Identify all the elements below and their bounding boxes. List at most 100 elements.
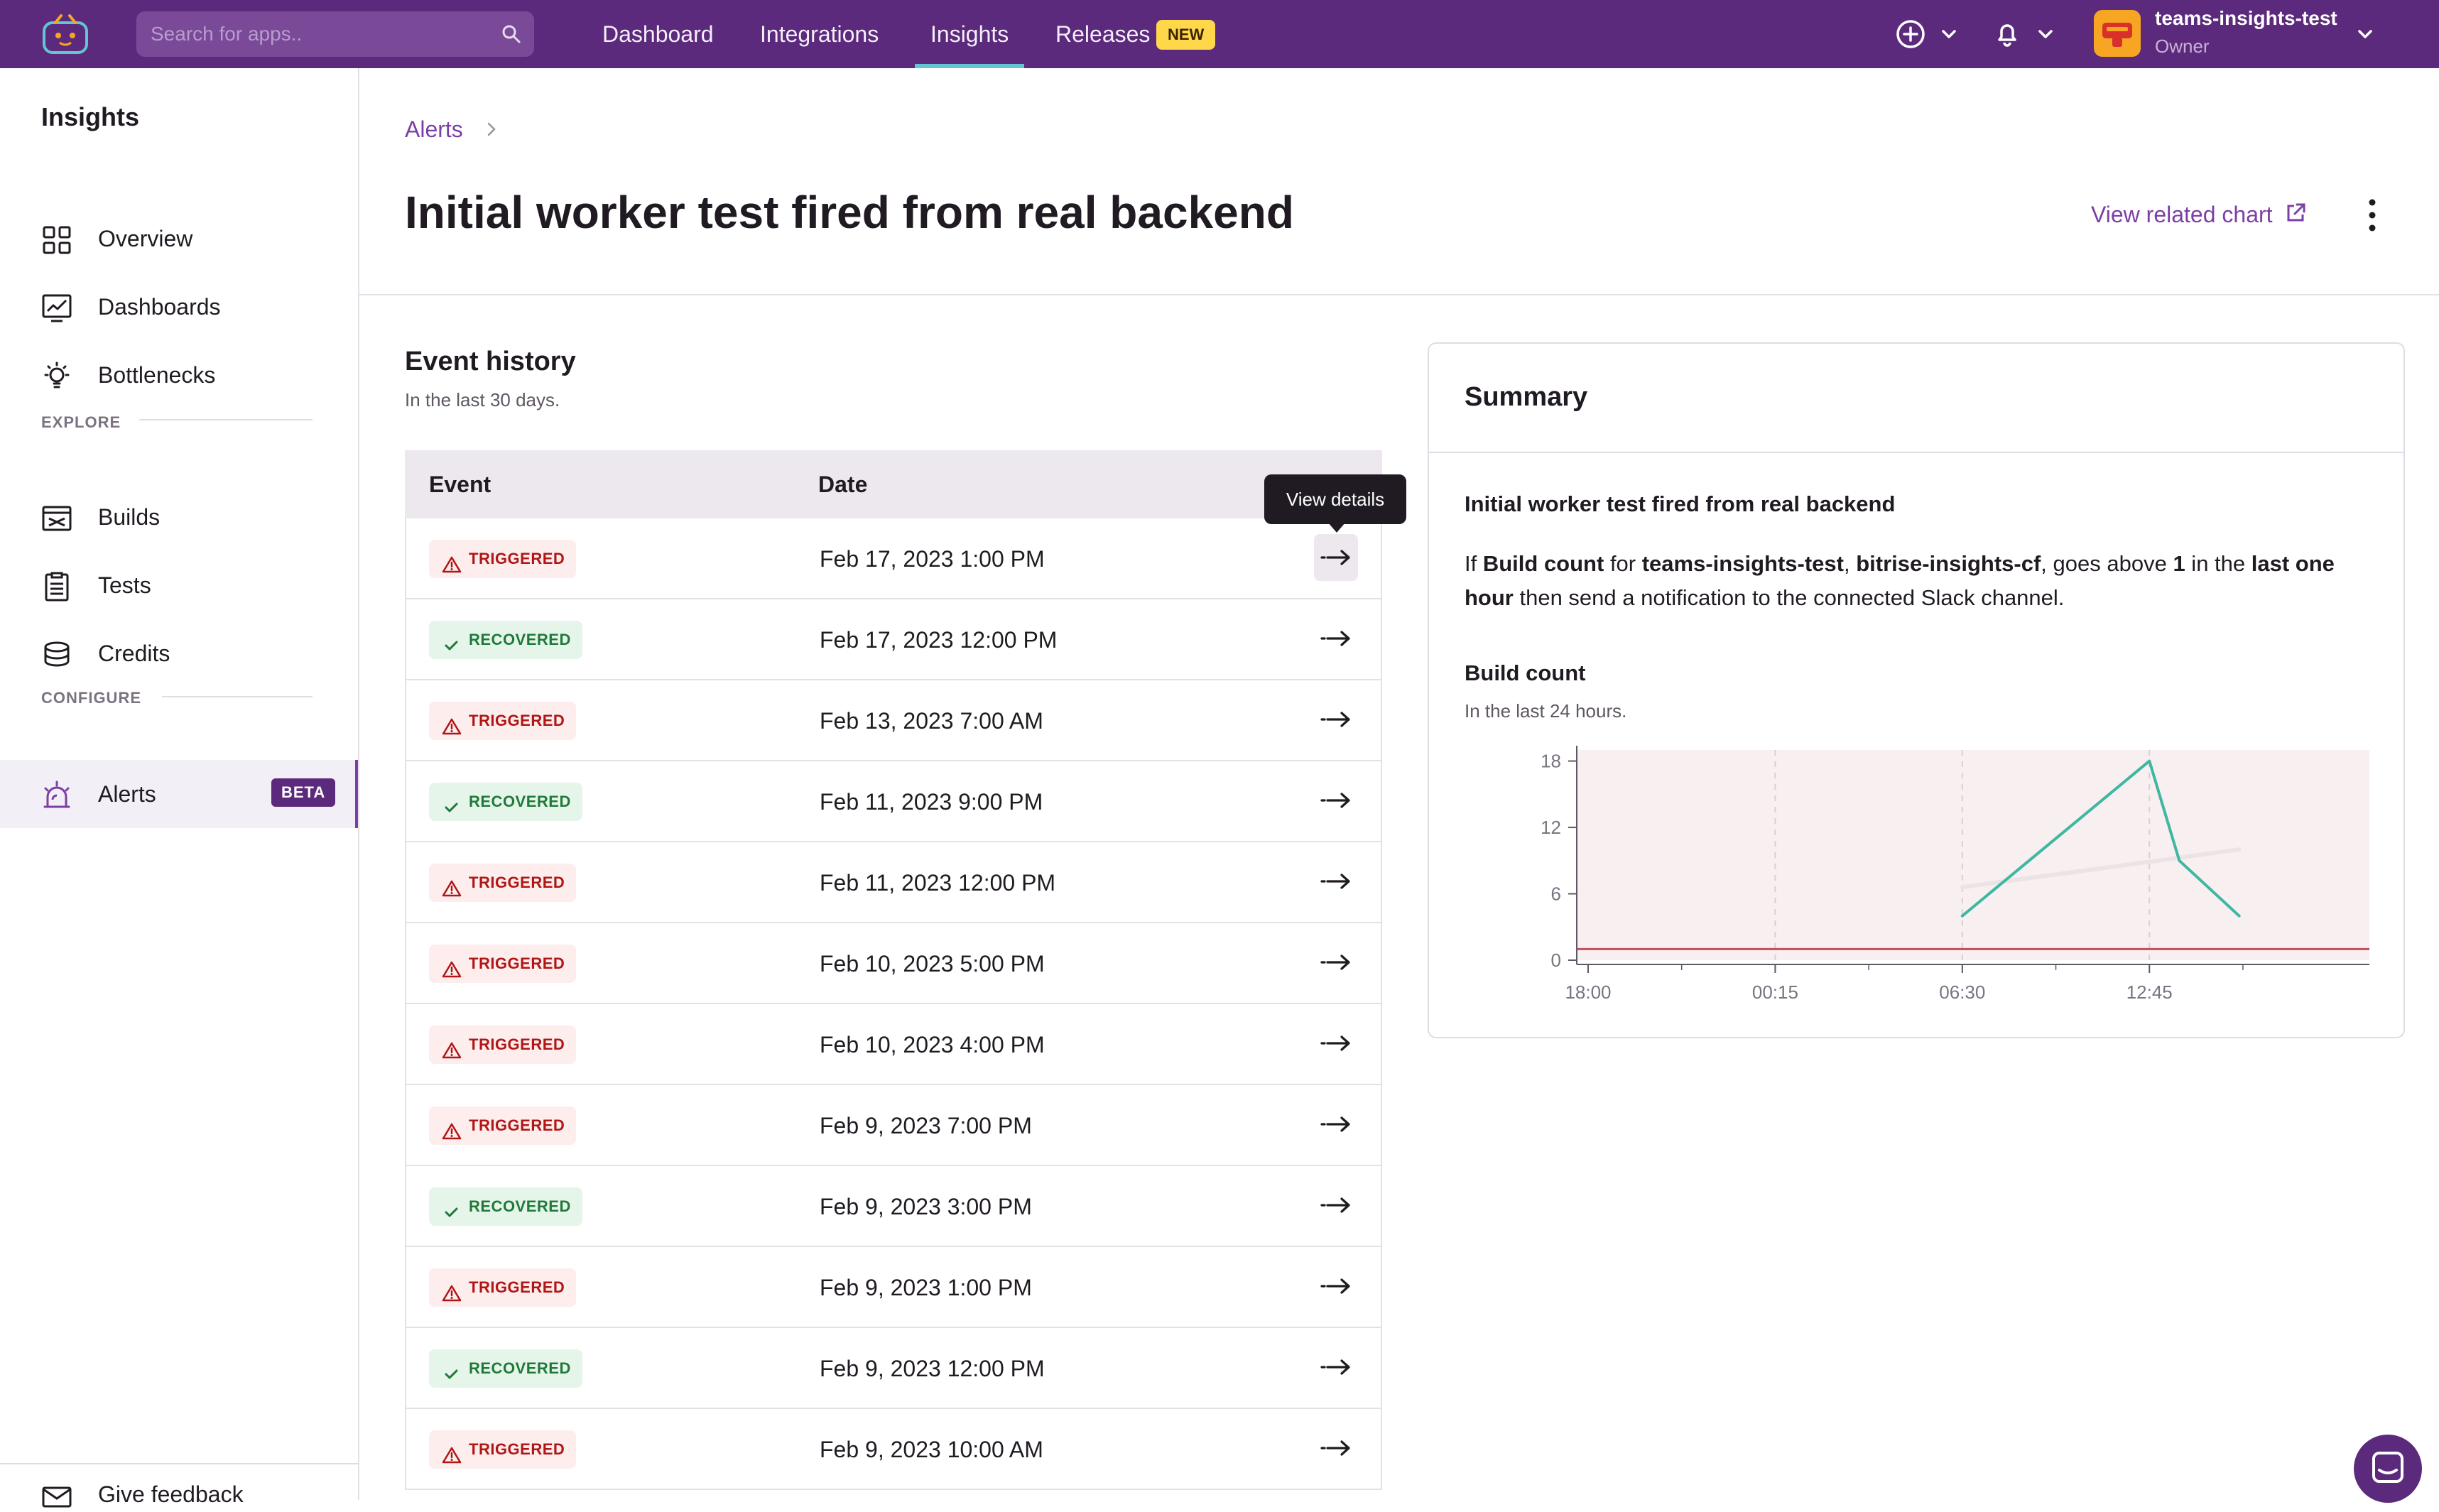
status-badge-recovered: RECOVERED bbox=[429, 1187, 582, 1226]
view-details-arrow-icon[interactable] bbox=[1314, 939, 1358, 986]
sidebar-item-label: Dashboards bbox=[98, 294, 221, 320]
sidebar-item-overview[interactable]: Overview bbox=[0, 205, 358, 273]
view-details-arrow-icon[interactable] bbox=[1314, 1020, 1358, 1067]
view-details-arrow-icon[interactable] bbox=[1314, 1263, 1358, 1310]
status-label: RECOVERED bbox=[469, 1197, 571, 1215]
nav-dashboard[interactable]: Dashboard bbox=[602, 21, 714, 47]
sidebar-item-credits[interactable]: Credits bbox=[0, 619, 358, 687]
event-date: Feb 11, 2023 9:00 PM bbox=[820, 789, 1043, 815]
event-date: Feb 9, 2023 7:00 PM bbox=[820, 1113, 1032, 1138]
divider bbox=[139, 419, 313, 420]
page-title: Initial worker test fired from real back… bbox=[405, 187, 1294, 238]
more-options-icon[interactable] bbox=[2357, 196, 2388, 234]
column-header-date: Date bbox=[818, 472, 868, 497]
status-label: TRIGGERED bbox=[469, 1035, 565, 1053]
grid-icon bbox=[41, 224, 72, 256]
table-row: TRIGGERED Feb 9, 2023 1:00 PM bbox=[405, 1247, 1382, 1328]
warning-icon bbox=[442, 1440, 462, 1464]
section-explore: EXPLORE bbox=[41, 413, 121, 431]
breadcrumb-alerts[interactable]: Alerts bbox=[405, 116, 463, 142]
status-badge-recovered: RECOVERED bbox=[429, 1349, 582, 1388]
status-badge-triggered: TRIGGERED bbox=[429, 1430, 577, 1469]
view-details-arrow-icon[interactable] bbox=[1314, 777, 1358, 824]
status-label: TRIGGERED bbox=[469, 874, 565, 891]
table-row: TRIGGERED Feb 13, 2023 7:00 AM bbox=[405, 680, 1382, 761]
view-details-arrow-icon[interactable] bbox=[1314, 1101, 1358, 1148]
section-configure: CONFIGURE bbox=[41, 689, 141, 707]
add-icon[interactable] bbox=[1894, 17, 1928, 51]
sidebar-item-builds[interactable]: Builds bbox=[0, 483, 358, 551]
beta-badge: BETA bbox=[271, 778, 336, 807]
status-badge-triggered: TRIGGERED bbox=[429, 1106, 577, 1145]
sidebar-item-bottlenecks[interactable]: Bottlenecks bbox=[0, 341, 358, 409]
status-label: RECOVERED bbox=[469, 793, 571, 810]
desc-text: , bbox=[1843, 551, 1857, 576]
sidebar-title: Insights bbox=[41, 102, 140, 131]
desc-metric: Build count bbox=[1482, 551, 1604, 576]
chart-subtitle: In the last 24 hours. bbox=[1465, 700, 1627, 722]
table-header: Event Date bbox=[405, 450, 1382, 518]
event-date: Feb 17, 2023 12:00 PM bbox=[820, 627, 1058, 653]
sidebar-item-tests[interactable]: Tests bbox=[0, 551, 358, 619]
view-details-arrow-icon[interactable] bbox=[1314, 858, 1358, 905]
status-label: TRIGGERED bbox=[469, 1116, 565, 1134]
view-details-arrow-icon[interactable] bbox=[1314, 534, 1358, 581]
give-feedback-label: Give feedback bbox=[98, 1481, 244, 1507]
view-related-chart-link[interactable]: View related chart bbox=[2091, 202, 2273, 227]
sidebar-item-label: Overview bbox=[98, 226, 193, 251]
view-details-arrow-icon[interactable] bbox=[1314, 696, 1358, 743]
external-link-icon[interactable] bbox=[2284, 202, 2307, 224]
sidebar-item-alerts[interactable]: Alerts BETA bbox=[0, 760, 358, 828]
status-label: TRIGGERED bbox=[469, 954, 565, 972]
summary-header: Summary bbox=[1429, 344, 2403, 453]
desc-app: teams-insights-test bbox=[1641, 551, 1844, 576]
status-label: TRIGGERED bbox=[469, 1278, 565, 1296]
view-details-arrow-icon[interactable] bbox=[1314, 1344, 1358, 1391]
warning-icon bbox=[442, 712, 462, 735]
bitrise-logo-icon[interactable] bbox=[40, 11, 91, 57]
top-bar: Search for apps.. Dashboard Integrations… bbox=[0, 0, 2439, 68]
chevron-down-icon[interactable] bbox=[2355, 24, 2375, 44]
table-row: RECOVERED Feb 17, 2023 12:00 PM bbox=[405, 599, 1382, 680]
siren-icon bbox=[41, 780, 72, 811]
view-details-arrow-icon[interactable] bbox=[1314, 1182, 1358, 1229]
table-row: TRIGGERED Feb 11, 2023 12:00 PM bbox=[405, 842, 1382, 923]
table-row: TRIGGERED Feb 17, 2023 1:00 PM bbox=[405, 518, 1382, 599]
status-label: RECOVERED bbox=[469, 1359, 571, 1377]
search-input[interactable]: Search for apps.. bbox=[136, 11, 534, 57]
org-name[interactable]: teams-insights-test bbox=[2155, 7, 2337, 29]
chevron-right-icon bbox=[483, 121, 500, 138]
org-role: Owner bbox=[2155, 36, 2210, 57]
status-badge-triggered: TRIGGERED bbox=[429, 864, 577, 902]
chevron-down-icon[interactable] bbox=[1939, 24, 1959, 44]
event-date: Feb 9, 2023 3:00 PM bbox=[820, 1194, 1032, 1219]
table-row: TRIGGERED Feb 10, 2023 5:00 PM bbox=[405, 923, 1382, 1004]
sidebar-item-label: Credits bbox=[98, 641, 170, 666]
warning-icon bbox=[442, 1278, 462, 1302]
column-header-event: Event bbox=[429, 472, 491, 497]
nav-releases[interactable]: Releases bbox=[1055, 21, 1151, 47]
sidebar-item-dashboards[interactable]: Dashboards bbox=[0, 273, 358, 341]
status-label: TRIGGERED bbox=[469, 550, 565, 567]
warning-icon bbox=[442, 1035, 462, 1059]
chart-series-line bbox=[1960, 847, 2242, 890]
chat-launcher-icon[interactable] bbox=[2354, 1435, 2422, 1503]
desc-text: If bbox=[1465, 551, 1483, 576]
nav-integrations[interactable]: Integrations bbox=[760, 21, 879, 47]
bell-icon[interactable] bbox=[1990, 17, 2024, 51]
coins-stack-icon bbox=[41, 639, 72, 670]
header-divider bbox=[359, 294, 2439, 295]
org-avatar[interactable] bbox=[2094, 10, 2141, 57]
event-date: Feb 9, 2023 1:00 PM bbox=[820, 1275, 1032, 1300]
event-history-title: Event history bbox=[405, 347, 576, 376]
view-details-arrow-icon[interactable] bbox=[1314, 1425, 1358, 1472]
nav-insights[interactable]: Insights bbox=[915, 0, 1025, 68]
search-placeholder: Search for apps.. bbox=[151, 23, 303, 45]
chart-y-tick-label: 18 bbox=[1541, 751, 1561, 772]
view-details-arrow-icon[interactable] bbox=[1314, 615, 1358, 662]
warning-icon bbox=[442, 954, 462, 978]
chart-x-tick-label: 18:00 bbox=[1565, 981, 1611, 1003]
chevron-down-icon[interactable] bbox=[2036, 24, 2055, 44]
table-row: TRIGGERED Feb 9, 2023 10:00 AM bbox=[405, 1409, 1382, 1490]
give-feedback-button[interactable]: Give feedback bbox=[0, 1466, 358, 1508]
